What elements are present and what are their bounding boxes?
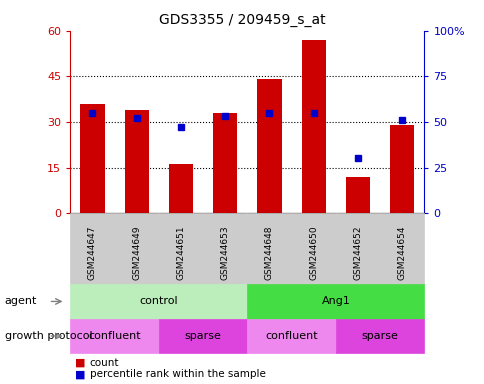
Text: GSM244654: GSM244654 [397,226,406,280]
Bar [301,40,325,213]
Text: ■: ■ [75,358,86,368]
Text: GSM244649: GSM244649 [132,226,141,280]
Text: sparse: sparse [184,331,221,341]
Bar [345,177,369,213]
Text: Ang1: Ang1 [321,296,349,306]
Text: GSM244647: GSM244647 [88,226,97,280]
Text: sparse: sparse [361,331,398,341]
Text: GSM244648: GSM244648 [264,226,273,280]
Bar [168,164,193,213]
Text: GSM244653: GSM244653 [220,226,229,280]
Bar [389,125,413,213]
Bar [257,79,281,213]
Text: control: control [139,296,178,306]
Bar [80,104,105,213]
Bar [124,110,149,213]
Text: confluent: confluent [88,331,141,341]
Text: GDS3355 / 209459_s_at: GDS3355 / 209459_s_at [159,13,325,27]
Text: percentile rank within the sample: percentile rank within the sample [90,369,265,379]
Text: growth protocol: growth protocol [5,331,92,341]
Text: agent: agent [5,296,37,306]
Text: GSM244652: GSM244652 [353,226,362,280]
Text: count: count [90,358,119,368]
Text: GSM244650: GSM244650 [309,226,318,280]
Text: GSM244651: GSM244651 [176,226,185,280]
Text: ■: ■ [75,369,86,379]
Text: confluent: confluent [265,331,318,341]
Bar [212,113,237,213]
